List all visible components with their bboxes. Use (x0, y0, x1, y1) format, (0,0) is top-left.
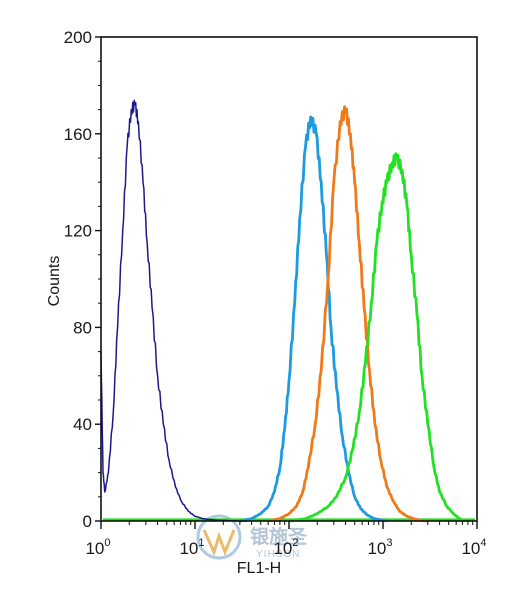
x-tick-label: 102 (273, 537, 298, 558)
watermark-logo: 银施圣 YIHSON (196, 514, 308, 560)
y-tick-label: 40 (73, 415, 92, 434)
y-tick-label: 160 (64, 125, 92, 144)
x-tick-label: 100 (85, 537, 110, 558)
x-tick-label: 104 (461, 537, 486, 558)
watermark-text-en: YIHSON (256, 549, 300, 560)
y-axis-title: Counts (46, 256, 63, 307)
y-tick-label: 120 (64, 222, 92, 241)
plot-frame (100, 36, 478, 522)
histogram-series-1 (100, 99, 248, 522)
y-tick-label: 200 (64, 28, 92, 47)
y-tick-label: 0 (83, 512, 92, 531)
histogram-series-4 (288, 152, 466, 523)
y-tick-label: 80 (73, 318, 92, 337)
histogram-series-3 (267, 105, 428, 523)
x-axis: 100 101 102 103 104 (85, 521, 487, 558)
y-axis: 0 40 80 120 160 200 (64, 28, 101, 531)
x-axis-title: FL1-H (237, 560, 281, 577)
x-tick-label: 101 (179, 537, 204, 558)
x-tick-label: 103 (367, 537, 392, 558)
histogram-series-2 (239, 115, 388, 523)
watermark-text-cn: 银施圣 (250, 525, 308, 548)
series-layer (100, 99, 475, 523)
